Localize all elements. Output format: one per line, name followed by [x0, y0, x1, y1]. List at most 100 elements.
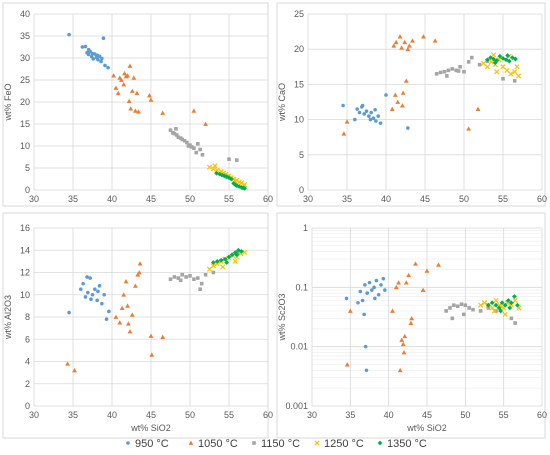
x-tick-label: 40	[381, 194, 391, 204]
data-point	[362, 312, 366, 317]
y-tick-label: 30	[20, 53, 30, 63]
data-point	[239, 248, 244, 254]
x-tick-label: 55	[498, 194, 508, 204]
y-tick-label: 10	[20, 290, 30, 300]
data-point	[101, 36, 106, 40]
data-point	[499, 300, 505, 306]
data-point	[502, 302, 508, 308]
data-point	[410, 38, 415, 43]
data-point	[512, 79, 517, 83]
data-point	[403, 78, 409, 83]
y-tick-label: 16	[20, 223, 30, 233]
data-point	[500, 64, 506, 70]
x-tick-label: 50	[185, 194, 195, 204]
data-point	[478, 309, 483, 313]
legend-marker	[314, 440, 320, 446]
y-tick-label: 20	[294, 44, 304, 54]
data-point	[192, 146, 196, 150]
data-point	[113, 85, 119, 90]
x-tick-label: 35	[68, 410, 78, 420]
data-point	[210, 263, 217, 269]
y-tick-label: 0	[25, 185, 30, 195]
data-point	[466, 60, 471, 64]
data-point	[367, 114, 371, 118]
data-point	[174, 127, 178, 131]
data-point	[470, 55, 474, 60]
y-tick-label: 0.001	[285, 401, 308, 411]
series-1350	[485, 53, 518, 65]
data-point	[121, 292, 127, 297]
legend-label: 1150 °C	[261, 438, 300, 450]
y-tick-label: 2	[25, 379, 30, 389]
data-point	[396, 280, 402, 285]
chart-panel-1: 0 5 10 15 20 25 30 35 40 30 35 40 45 50 55 60 wt% FeO	[2, 2, 273, 207]
data-point	[196, 142, 200, 146]
data-point	[86, 290, 90, 295]
data-point	[363, 344, 368, 349]
data-point	[341, 103, 345, 108]
data-point	[72, 368, 77, 373]
data-point	[231, 181, 237, 186]
data-point	[376, 114, 381, 118]
data-point	[513, 56, 518, 62]
data-point	[438, 70, 443, 75]
x-tick-label: 60	[537, 194, 547, 204]
data-point	[389, 106, 395, 111]
data-point	[136, 270, 142, 275]
y-tick-label: 0	[299, 185, 304, 195]
data-point	[67, 310, 71, 315]
data-point	[399, 45, 404, 50]
series-1050	[111, 63, 208, 126]
data-point	[401, 350, 407, 355]
data-point	[400, 341, 406, 347]
data-point	[374, 278, 379, 283]
data-point	[344, 296, 349, 301]
data-point	[185, 140, 189, 145]
series-1050	[341, 34, 481, 136]
data-point	[381, 276, 386, 281]
series-1350	[214, 170, 247, 191]
panel-border	[276, 212, 546, 439]
data-point	[512, 297, 518, 304]
chart-panel-3: 0 2 4 6 8 10 12 14 16 30 35 40 45 50 55 60 wt% Al2O3 wt% …	[2, 212, 273, 439]
data-point	[486, 306, 491, 310]
data-point	[229, 252, 235, 258]
legend-label: 1350 °C	[387, 438, 427, 450]
data-point	[347, 308, 353, 313]
x-tick-label: 30	[29, 194, 39, 204]
data-point	[180, 137, 184, 142]
y-axis-label: wt% CaO	[277, 83, 287, 122]
x-tick-label: 40	[384, 410, 394, 420]
data-point	[400, 90, 406, 95]
data-point	[232, 258, 238, 264]
data-point	[390, 308, 395, 313]
panel-border	[2, 212, 269, 439]
data-point	[362, 112, 366, 116]
data-point	[115, 90, 121, 96]
legend: 950 °C 1050 °C 1150 °C 1250 °C 1350 °C	[126, 438, 427, 450]
series-1150	[444, 302, 517, 325]
data-point	[136, 109, 141, 114]
data-point	[242, 185, 247, 191]
x-tick-label: 30	[307, 410, 317, 420]
data-point	[477, 62, 482, 67]
data-point	[459, 302, 464, 306]
data-point	[238, 180, 245, 186]
data-point	[176, 135, 181, 139]
data-point	[512, 69, 518, 75]
data-point	[95, 298, 99, 303]
data-point	[174, 133, 179, 137]
data-point	[384, 93, 388, 97]
data-point	[513, 321, 517, 325]
data-point	[408, 320, 414, 325]
data-point	[356, 300, 360, 305]
series-950	[67, 32, 110, 70]
data-point	[125, 73, 130, 78]
data-point	[211, 270, 216, 275]
data-point	[125, 321, 131, 326]
data-point	[371, 116, 376, 120]
data-point	[458, 65, 462, 69]
x-tick-label: 60	[537, 410, 547, 420]
legend-marker	[377, 440, 383, 446]
y-axis-label: wt% Sc2O3	[277, 293, 287, 341]
